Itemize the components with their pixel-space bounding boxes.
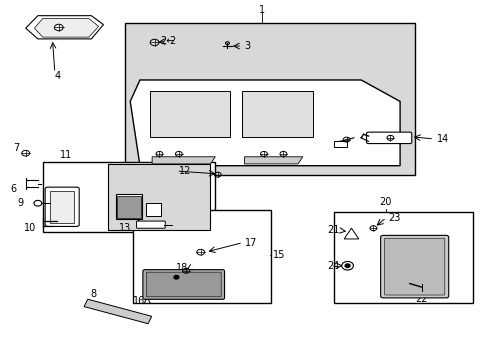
Polygon shape [34,18,99,37]
Text: 23: 23 [387,212,400,222]
Text: 9: 9 [18,198,24,207]
Bar [84,299,151,324]
Bar [125,23,414,175]
FancyBboxPatch shape [136,221,165,228]
Text: 19: 19 [120,205,132,215]
FancyBboxPatch shape [366,132,411,144]
Text: 3: 3 [244,41,250,51]
Text: 10: 10 [24,223,37,233]
Polygon shape [244,157,302,164]
Text: 7: 7 [13,143,19,153]
Text: 20: 20 [379,197,391,207]
Polygon shape [149,91,229,137]
Text: 14: 14 [436,134,448,144]
Bar [50,191,74,223]
Bar [42,162,215,232]
Text: 22: 22 [415,294,427,304]
Circle shape [174,275,179,279]
Bar [334,212,472,303]
Text: 13: 13 [119,223,131,233]
Bar [117,196,141,218]
Text: 1: 1 [258,5,264,15]
Text: 2: 2 [169,36,175,46]
Text: 17: 17 [244,238,256,248]
FancyBboxPatch shape [142,270,224,299]
Text: 18: 18 [176,262,188,273]
Bar [108,164,210,230]
FancyBboxPatch shape [380,235,448,298]
Text: 4: 4 [54,71,60,81]
Bar [334,141,346,147]
FancyBboxPatch shape [45,187,79,226]
Text: 12: 12 [179,166,191,176]
Text: 21: 21 [326,225,339,235]
Text: 16: 16 [132,296,144,306]
Polygon shape [242,91,312,137]
Text: 24: 24 [326,261,339,271]
FancyBboxPatch shape [384,238,444,295]
Polygon shape [26,16,103,39]
Text: 2←: 2← [160,36,174,46]
Circle shape [345,264,349,267]
Text: 8: 8 [90,289,97,299]
Text: 15: 15 [272,250,285,260]
Bar [146,203,161,216]
Text: 11: 11 [60,150,72,160]
Polygon shape [344,228,358,239]
Bar [132,210,271,303]
Polygon shape [130,80,399,166]
Text: 6: 6 [10,184,17,194]
FancyBboxPatch shape [146,272,221,297]
Bar [116,194,142,219]
Text: 5: 5 [122,172,128,182]
Polygon shape [152,157,215,164]
